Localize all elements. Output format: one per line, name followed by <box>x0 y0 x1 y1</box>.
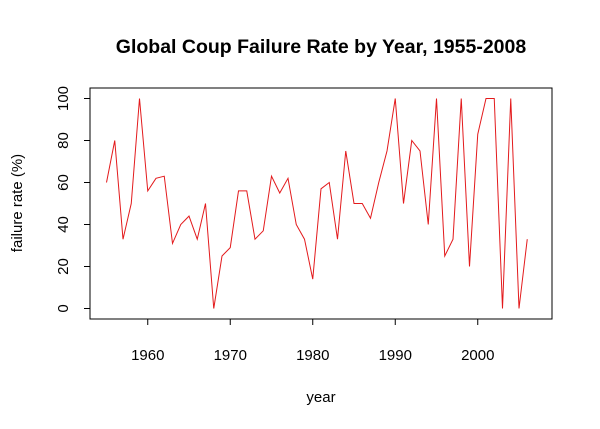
series-line-failure-rate <box>106 98 528 309</box>
y-tick-label: 20 <box>55 258 72 275</box>
y-axis: 0 20 40 60 80 100 <box>55 86 90 313</box>
x-tick-label: 1960 <box>131 347 164 364</box>
x-tick-label: 1990 <box>379 347 412 364</box>
y-tick-label: 40 <box>55 216 72 233</box>
x-tick-label: 1980 <box>296 347 329 364</box>
y-tick-label: 0 <box>55 304 72 312</box>
chart-title: Global Coup Failure Rate by Year, 1955-2… <box>116 36 527 58</box>
x-axis-label: year <box>306 389 335 406</box>
series-points <box>105 97 528 309</box>
plot-frame <box>89 87 553 320</box>
x-axis: 1960 1970 1980 1990 2000 <box>131 319 494 364</box>
y-tick-label: 80 <box>55 132 72 149</box>
y-tick-label: 60 <box>55 174 72 191</box>
x-tick-label: 1970 <box>214 347 247 364</box>
y-tick-label: 100 <box>55 86 72 111</box>
x-tick-label: 2000 <box>461 347 494 364</box>
y-axis-label: failure rate (%) <box>9 154 26 252</box>
